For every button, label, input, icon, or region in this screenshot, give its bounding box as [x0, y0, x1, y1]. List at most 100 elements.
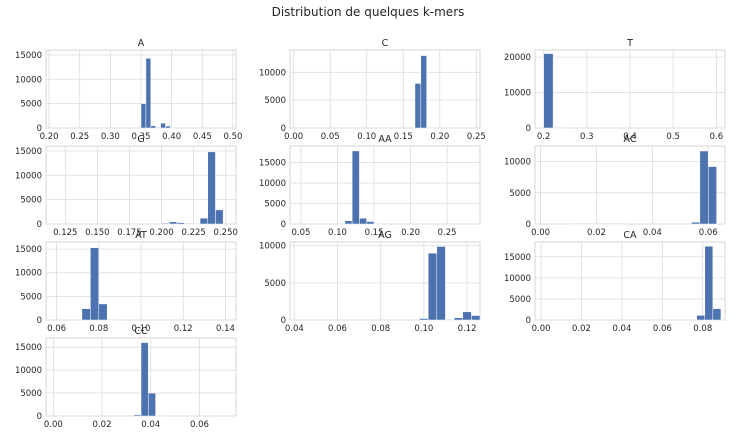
histogram-bar: [176, 222, 185, 225]
histogram-panel-c: 0 5000 10000 0.00 0.05 0.10 0.15 0.20 0.25 C: [259, 38, 486, 142]
panel-title: C: [382, 38, 389, 49]
histogram-bar: [351, 150, 360, 225]
y-tick-label: 0: [281, 220, 286, 230]
x-tick-label: 0.150: [85, 228, 109, 238]
y-tick-label: 5000: [20, 292, 42, 302]
x-tick-label: 0.10: [328, 228, 347, 238]
y-tick-label: 0: [526, 316, 531, 326]
y-tick-label: 5000: [20, 389, 42, 399]
histogram-bar: [462, 311, 472, 321]
x-tick-label: 0.02: [93, 420, 112, 430]
histogram-bar: [207, 151, 216, 225]
panel-title: CC: [134, 326, 148, 337]
x-tick-label: 0.08: [371, 324, 390, 334]
x-tick-label: 0.10: [132, 324, 151, 334]
histogram-bar: [707, 166, 717, 225]
histogram-panel-ca: 0 5000 10000 15000 0.00 0.02 0.04 0.06 0.08 CA: [504, 230, 726, 334]
histogram-bar: [145, 58, 152, 129]
y-tick-label: 15000: [504, 253, 531, 263]
x-tick-label: 0.175: [117, 228, 141, 238]
histogram-bar: [165, 125, 171, 129]
x-tick-label: 0.02: [572, 324, 591, 334]
x-tick-label: 0.02: [587, 228, 606, 238]
x-tick-label: 0.00: [44, 420, 63, 430]
histogram-bar: [543, 53, 554, 129]
histogram-bar: [98, 303, 108, 321]
histogram-bar: [420, 55, 427, 129]
x-tick-label: 0.10: [414, 324, 433, 334]
x-tick-label: 0.250: [214, 228, 238, 238]
histogram-bar: [568, 223, 625, 225]
x-tick-label: 0.06: [190, 420, 209, 430]
x-tick-label: 0.15: [394, 132, 413, 142]
y-tick-label: 10000: [15, 269, 42, 279]
histogram-bar: [696, 315, 706, 321]
histogram-panel-t: 0 10000 20000 0.2 0.3 0.4 0.5 0.6 T: [504, 38, 726, 142]
x-tick-label: 0.50: [223, 132, 242, 142]
panel-title: G: [137, 134, 144, 145]
x-tick-label: 0.08: [89, 324, 108, 334]
histogram-bar: [161, 222, 170, 225]
y-tick-label: 0: [37, 220, 42, 230]
histogram-bar: [426, 127, 433, 129]
histogram-panel-cc: 0 5000 10000 15000 0.00 0.02 0.04 0.06 CC: [15, 326, 237, 430]
plot-area: [534, 241, 726, 321]
histogram-bar: [192, 223, 201, 225]
histogram-bar: [445, 319, 455, 321]
x-tick-label: 0.40: [162, 132, 181, 142]
histogram-bar: [471, 315, 481, 321]
x-tick-label: 0.30: [101, 132, 120, 142]
histogram-bar: [81, 308, 91, 321]
x-tick-label: 0.14: [216, 324, 235, 334]
x-tick-label: 0.200: [149, 228, 173, 238]
x-tick-label: 0.00: [532, 324, 551, 334]
x-tick-label: 0.04: [612, 324, 631, 334]
panel-title: AC: [624, 134, 637, 145]
y-tick-label: 5000: [264, 199, 286, 209]
x-tick-label: 0.5: [666, 132, 680, 142]
x-tick-label: 0.06: [47, 324, 66, 334]
y-tick-label: 0: [37, 316, 42, 326]
histogram-panel-a: 0 5000 10000 15000 0.20 0.25 0.30 0.35 0.40 0.45 0…: [15, 38, 242, 142]
x-tick-label: 0.10: [357, 132, 376, 142]
histogram-bar: [552, 127, 563, 129]
x-tick-label: 0.20: [430, 132, 449, 142]
x-tick-label: 0.05: [291, 228, 310, 238]
x-tick-label: 0.06: [653, 324, 672, 334]
y-tick-label: 15000: [15, 343, 42, 353]
histogram-bar: [366, 221, 375, 225]
histogram-bar: [106, 319, 116, 321]
x-tick-label: 0.35: [132, 132, 151, 142]
x-tick-label: 0.06: [328, 324, 347, 334]
x-tick-label: 0.12: [174, 324, 193, 334]
y-tick-label: 5000: [20, 196, 42, 206]
histogram-bar: [155, 415, 164, 417]
plot-area: [289, 49, 481, 129]
y-tick-label: 10000: [259, 68, 286, 78]
histogram-bar: [160, 122, 166, 129]
y-tick-label: 15000: [15, 147, 42, 157]
histogram-bar: [712, 308, 722, 321]
histogram-bar: [359, 218, 367, 225]
plot-area: [534, 145, 726, 225]
y-tick-label: 10000: [15, 366, 42, 376]
x-tick-label: 0.225: [181, 228, 205, 238]
y-tick-label: 10000: [15, 171, 42, 181]
x-tick-label: 0.2: [537, 132, 551, 142]
histogram-bar: [155, 127, 161, 129]
x-tick-label: 0.04: [643, 228, 662, 238]
y-tick-label: 15000: [15, 51, 42, 61]
y-tick-label: 10000: [15, 75, 42, 85]
y-tick-label: 5000: [264, 279, 286, 289]
x-tick-label: 0.00: [284, 132, 303, 142]
x-tick-label: 0.04: [141, 420, 160, 430]
panel-title: AA: [378, 134, 392, 145]
x-tick-label: 0.05: [321, 132, 340, 142]
histogram-bar: [199, 217, 209, 225]
y-tick-label: 0: [526, 220, 531, 230]
x-tick-label: 0.125: [53, 228, 77, 238]
histogram-bar: [215, 209, 224, 225]
y-tick-label: 0: [281, 316, 286, 326]
x-tick-label: 0.25: [438, 228, 457, 238]
